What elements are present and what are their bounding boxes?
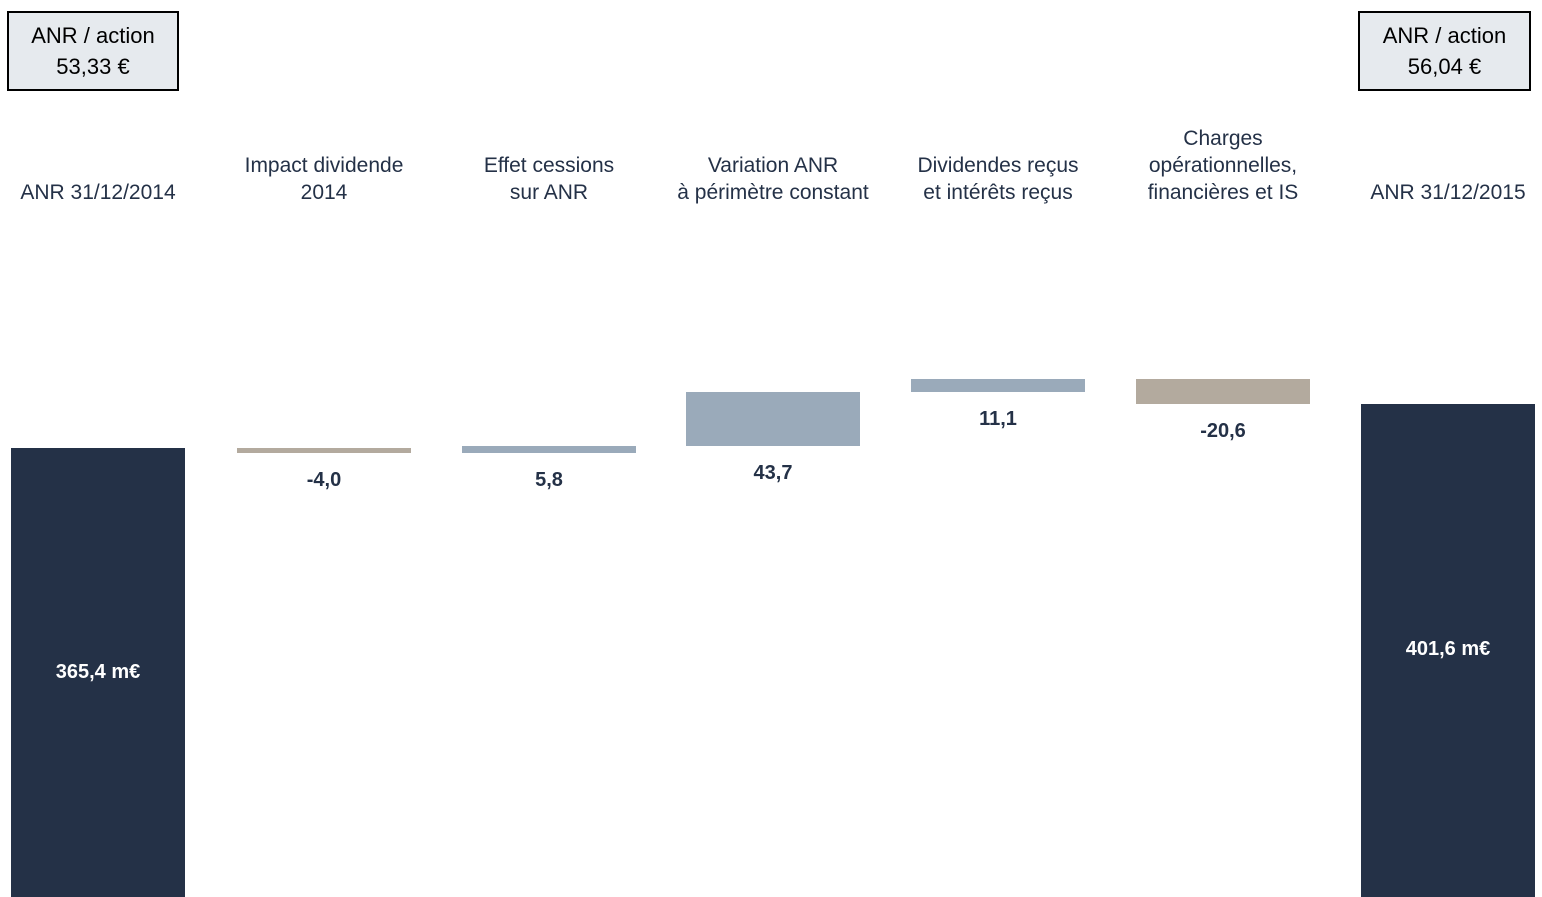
data-label: -20,6: [1200, 420, 1246, 443]
bar-increase: [686, 392, 860, 447]
data-label: 43,7: [753, 462, 793, 485]
category-label: Variation ANR à périmètre constant: [677, 154, 869, 204]
category-label: Effet cessions sur ANR: [483, 154, 615, 204]
category-label: Charges opérationnelles, financières et …: [1147, 127, 1299, 204]
data-label: 5,8: [535, 469, 563, 492]
bar-total: [1361, 403, 1535, 897]
nav-per-share-value: 56,04 €: [1407, 54, 1482, 79]
data-label: 11,1: [979, 408, 1017, 431]
bar-decrease: [1136, 378, 1310, 405]
category-label: Dividendes reçus et intérêts reçus: [917, 154, 1079, 204]
category-label: ANR 31/12/2015: [1370, 181, 1526, 204]
category-label: Impact dividende 2014: [244, 154, 404, 204]
nav-per-share-label: ANR / action: [31, 23, 155, 48]
bar-increase: [462, 446, 636, 454]
bar-increase: [911, 378, 1085, 393]
bar-total: [11, 448, 185, 897]
nav-per-share-box-2014: ANR / action 53,33 €: [7, 11, 179, 91]
data-label: 401,6 m€: [1405, 638, 1491, 661]
nav-per-share-label: ANR / action: [1382, 23, 1507, 48]
data-label: 365,4 m€: [55, 660, 141, 683]
nav-per-share-box-2015: ANR / action 56,04 €: [1358, 11, 1531, 91]
nav-per-share-value: 53,33 €: [56, 54, 130, 79]
data-label: -4,0: [306, 469, 342, 492]
category-label: ANR 31/12/2014: [20, 181, 176, 204]
bar-decrease: [237, 448, 411, 454]
